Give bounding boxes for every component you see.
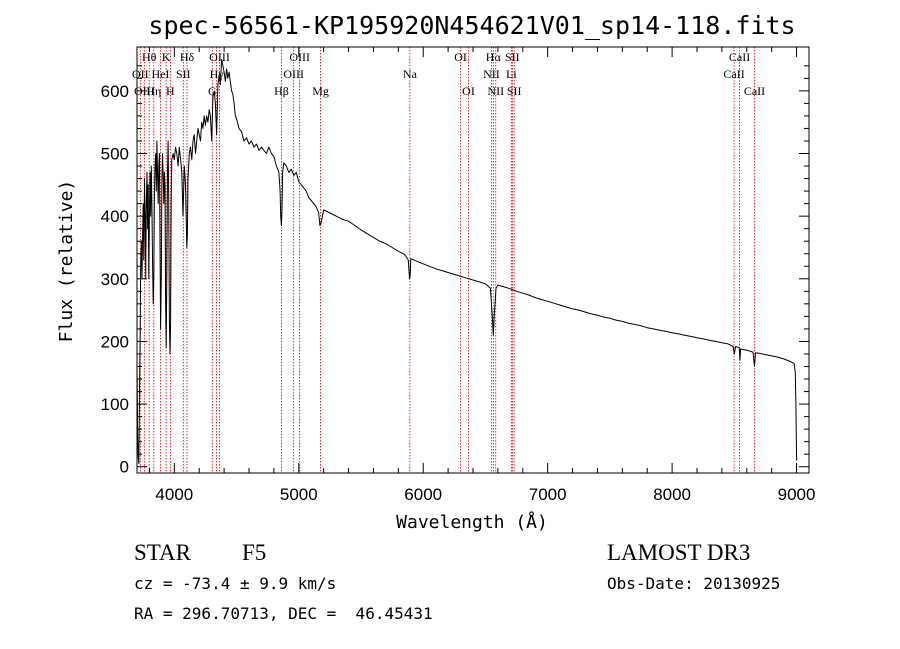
y-tick-label: 100: [101, 395, 129, 414]
x-axis-label: Wavelength (Å): [396, 511, 548, 533]
ra-dec-readout: RA = 296.70713, DEC = 46.45431: [134, 604, 433, 623]
object-type: STAR: [134, 540, 191, 565]
subclass: F5: [242, 540, 267, 565]
spectral-line-label: NII: [483, 67, 500, 81]
spectral-line-label: OI: [462, 84, 475, 98]
y-tick-label: 500: [101, 145, 129, 164]
spectrum-data-layer: [136, 59, 798, 465]
spectral-line-label: NII: [487, 84, 504, 98]
y-axis-label: Flux (relative): [56, 180, 77, 343]
spectral-line-label: Hγ: [210, 67, 225, 81]
spectral-line-label: SII: [176, 67, 191, 81]
spectral-line-label: Na: [403, 67, 418, 81]
plot-frame: [136, 46, 810, 474]
spectral-line-label: OI: [454, 50, 467, 64]
spectral-line-label: Hη: [146, 84, 161, 98]
spectral-line-label: SII: [505, 50, 520, 64]
y-tick-label: 200: [101, 332, 129, 351]
survey-label: LAMOST DR3: [607, 540, 751, 565]
spectral-line-label: HeI: [152, 67, 170, 81]
x-tick-label: 5000: [280, 485, 318, 504]
spectral-line-label: K: [162, 50, 171, 64]
spectral-line-label: CaII: [744, 84, 765, 98]
y-tick-label: 400: [101, 207, 129, 226]
chart-title: spec-56561-KP195920N454621V01_sp14-118.f…: [148, 11, 795, 40]
obs-date: Obs-Date: 20130925: [607, 574, 781, 593]
spectral-line-label: Hβ: [274, 84, 289, 98]
spectral-line-label: Hα: [486, 50, 502, 64]
spectral-line-label: OIII: [289, 50, 310, 64]
spectral-lines-layer: HθOIIOIIIHηHeIKHSIIHδGHγOIIIHβOIIIOIIIMg…: [132, 47, 765, 473]
spectral-line-label: Hθ: [142, 50, 157, 64]
spectral-line-label: CaII: [723, 67, 744, 81]
x-tick-label: 6000: [404, 485, 442, 504]
x-tick-label: 4000: [155, 485, 193, 504]
spectral-line-label: OIII: [209, 50, 230, 64]
spectral-line-label: Hδ: [180, 50, 195, 64]
y-tick-label: 300: [101, 270, 129, 289]
spectral-line-label: H: [166, 84, 175, 98]
spectral-line-label: Mg: [312, 84, 329, 98]
spectral-line-label: SII: [507, 84, 522, 98]
spectral-line-label: G: [208, 84, 217, 98]
y-tick-label: 0: [120, 458, 129, 477]
x-tick-label: 7000: [529, 485, 567, 504]
spectral-line-label: OIII: [283, 67, 304, 81]
spectral-line-label: CaII: [729, 50, 750, 64]
spectral-line-label: Li: [506, 67, 517, 81]
axis-layer: 4000 5000 6000 7000 8000 9000 0 100 200 300 400 500…: [101, 47, 816, 504]
spectrum-series-line: [136, 59, 798, 465]
spectral-line-label: OII: [132, 67, 149, 81]
y-tick-label: 600: [101, 82, 129, 101]
x-tick-label: 9000: [778, 485, 816, 504]
redshift-readout: cz = -73.4 ± 9.9 km/s: [134, 574, 337, 593]
x-tick-label: 8000: [653, 485, 691, 504]
